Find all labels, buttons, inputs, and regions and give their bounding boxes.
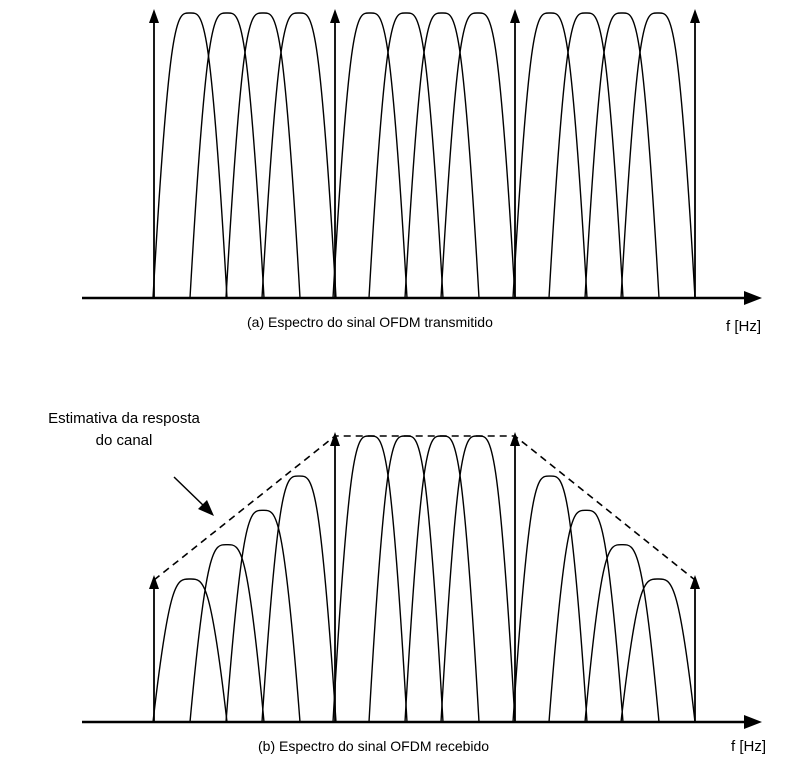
- subcarrier-lobe: [261, 475, 337, 723]
- subcarrier-lobe: [512, 12, 588, 299]
- annotation-line-1: Estimativa da resposta: [48, 410, 200, 427]
- annotation-pointer-head: [198, 500, 214, 516]
- subcarrier-lobe: [332, 12, 408, 299]
- frequency-axis-arrowhead: [744, 291, 762, 305]
- pilot-arrowhead: [510, 432, 520, 446]
- subcarrier-lobe: [152, 12, 228, 299]
- channel-estimate-curve: [153, 435, 696, 581]
- annotation-pointer: [173, 476, 206, 508]
- subcarrier-lobe: [368, 12, 444, 299]
- frequency-axis-arrowhead: [744, 715, 762, 729]
- pilot-arrowhead: [149, 575, 159, 589]
- subcarrier-lobe: [189, 543, 265, 723]
- pilot-arrowhead: [330, 432, 340, 446]
- subcarrier-lobe: [440, 435, 516, 723]
- subcarrier-lobe: [225, 12, 301, 299]
- pilot-arrowhead: [690, 9, 700, 23]
- pilot-arrowhead: [510, 9, 520, 23]
- subcarrier-lobe: [584, 543, 660, 723]
- panel-a-frequency-axis-label: f [Hz]: [726, 318, 762, 335]
- pilot-arrowhead: [149, 9, 159, 23]
- subcarrier-lobe: [189, 12, 265, 299]
- subcarrier-lobe: [404, 12, 480, 299]
- panel-b-caption: (b) Espectro do sinal OFDM recebido: [258, 738, 490, 754]
- subcarrier-lobe: [152, 578, 228, 723]
- pilot-arrowhead: [330, 9, 340, 23]
- channel-estimate-annotation: Estimativa da resposta do canal: [14, 408, 234, 452]
- subcarrier-lobe: [620, 578, 696, 723]
- panel-a-transmitted-spectrum: [82, 9, 762, 305]
- subcarrier-lobe: [368, 435, 444, 723]
- subcarrier-lobe: [332, 435, 408, 723]
- subcarrier-lobe: [548, 12, 624, 299]
- panel-a-caption: (a) Espectro do sinal OFDM transmitido: [247, 314, 493, 330]
- panel-b-frequency-axis-label: f [Hz]: [731, 738, 767, 755]
- annotation-line-2: do canal: [95, 432, 153, 449]
- subcarrier-lobe: [512, 475, 588, 723]
- subcarrier-lobe: [548, 509, 624, 723]
- pilot-arrowhead: [690, 575, 700, 589]
- subcarrier-lobe: [620, 12, 696, 299]
- subcarrier-lobe: [440, 12, 516, 299]
- panel-b-received-spectrum: [82, 432, 762, 729]
- subcarrier-lobe: [404, 435, 480, 723]
- subcarrier-lobe: [584, 12, 660, 299]
- subcarrier-lobe: [225, 509, 301, 723]
- subcarrier-lobe: [261, 12, 337, 299]
